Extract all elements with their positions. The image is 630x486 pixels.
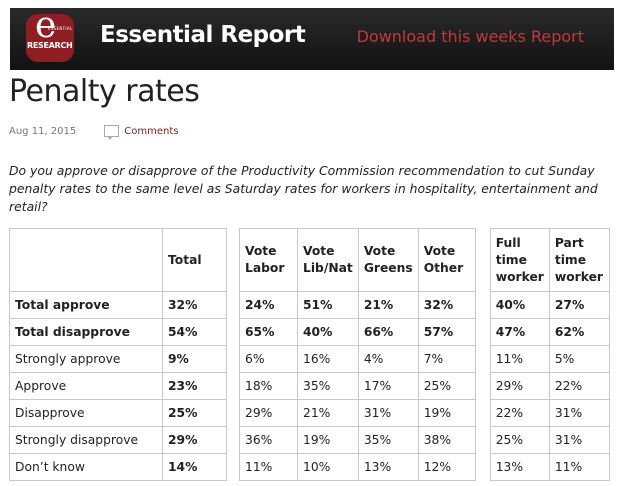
col-header-vote-other: Vote Other — [417, 228, 476, 292]
col-header-full-time-worker: Full time worker — [489, 228, 550, 292]
survey-question: Do you approve or disapprove of the Prod… — [9, 163, 598, 214]
value-cell: 65% — [239, 318, 298, 346]
value-total: 9% — [162, 345, 227, 373]
post-meta: Aug 11, 2015 Comments — [9, 125, 179, 140]
value-cell: 7% — [417, 345, 476, 373]
row-label: Strongly approve — [9, 345, 163, 373]
col-header-vote-labor: Vote Labor — [239, 228, 298, 292]
comments-link[interactable]: Comments — [124, 125, 179, 137]
value-cell: 11% — [548, 453, 610, 481]
value-cell: 13% — [489, 453, 550, 481]
table-row: Don’t know 14% 11% 10% 13% 12% 13% 11% — [9, 453, 610, 481]
download-report-link[interactable]: Download this weeks Report — [356, 27, 584, 46]
value-cell: 66% — [357, 318, 419, 346]
value-cell: 17% — [357, 372, 419, 400]
row-label: Strongly disapprove — [9, 426, 163, 454]
value-cell: 35% — [357, 426, 419, 454]
value-cell: 11% — [239, 453, 298, 481]
site-header: e ESSENTIAL RESEARCH Essential Report Do… — [10, 8, 614, 70]
value-cell: 16% — [297, 345, 359, 373]
value-cell: 21% — [297, 399, 359, 427]
row-label: Total disapprove — [9, 318, 163, 346]
value-cell: 31% — [548, 399, 610, 427]
table-header-row: Total Vote Labor Vote Lib/Nat Vote Green… — [9, 228, 610, 292]
value-cell: 29% — [489, 372, 550, 400]
value-cell: 35% — [297, 372, 359, 400]
value-cell: 40% — [297, 318, 359, 346]
value-cell: 4% — [357, 345, 419, 373]
col-header-vote-greens: Vote Greens — [357, 228, 419, 292]
value-cell: 10% — [297, 453, 359, 481]
header-blank-cell — [9, 228, 163, 292]
value-cell: 51% — [297, 291, 359, 319]
value-cell: 31% — [357, 399, 419, 427]
value-cell: 32% — [417, 291, 476, 319]
value-cell: 13% — [357, 453, 419, 481]
value-cell: 40% — [489, 291, 550, 319]
row-label: Total approve — [9, 291, 163, 319]
value-total: 29% — [162, 426, 227, 454]
col-header-total: Total — [162, 228, 227, 292]
row-label: Don’t know — [9, 453, 163, 481]
value-cell: 62% — [548, 318, 610, 346]
logo-letter: e — [35, 14, 57, 46]
table-row: Approve 23% 18% 35% 17% 25% 29% 22% — [9, 372, 610, 400]
value-cell: 11% — [489, 345, 550, 373]
table-row: Strongly disapprove 29% 36% 19% 35% 38% 25% 31% — [9, 426, 610, 454]
value-cell: 31% — [548, 426, 610, 454]
value-total: 25% — [162, 399, 227, 427]
value-total: 23% — [162, 372, 227, 400]
logo-text: RESEARCH — [27, 41, 73, 50]
value-cell: 57% — [417, 318, 476, 346]
value-cell: 19% — [417, 399, 476, 427]
essential-research-logo[interactable]: e ESSENTIAL RESEARCH — [26, 14, 74, 62]
value-total: 32% — [162, 291, 227, 319]
value-cell: 22% — [489, 399, 550, 427]
value-cell: 27% — [548, 291, 610, 319]
value-cell: 22% — [548, 372, 610, 400]
value-cell: 25% — [489, 426, 550, 454]
value-cell: 6% — [239, 345, 298, 373]
table-row: Strongly approve 9% 6% 16% 4% 7% 11% 5% — [9, 345, 610, 373]
value-cell: 21% — [357, 291, 419, 319]
site-title[interactable]: Essential Report — [100, 22, 306, 48]
value-cell: 29% — [239, 399, 298, 427]
row-label: Disapprove — [9, 399, 163, 427]
value-total: 14% — [162, 453, 227, 481]
table-row: Disapprove 25% 29% 21% 31% 19% 22% 31% — [9, 399, 610, 427]
row-label: Approve — [9, 372, 163, 400]
table-row: Total approve 32% 24% 51% 21% 32% 40% 27% — [9, 291, 610, 319]
results-table: Total Vote Labor Vote Lib/Nat Vote Green… — [9, 228, 610, 481]
page-title: Penalty rates — [9, 74, 200, 109]
logo-small-text: ESSENTIAL — [48, 26, 73, 31]
value-total: 54% — [162, 318, 227, 346]
col-header-vote-libnat: Vote Lib/Nat — [297, 228, 359, 292]
value-cell: 25% — [417, 372, 476, 400]
value-cell: 18% — [239, 372, 298, 400]
value-cell: 47% — [489, 318, 550, 346]
value-cell: 36% — [239, 426, 298, 454]
value-cell: 38% — [417, 426, 476, 454]
comment-icon[interactable] — [104, 125, 120, 140]
value-cell: 24% — [239, 291, 298, 319]
col-header-part-time-worker: Part time worker — [548, 228, 610, 292]
post-date: Aug 11, 2015 — [9, 125, 77, 137]
table-row: Total disapprove 54% 65% 40% 66% 57% 47% 62% — [9, 318, 610, 346]
value-cell: 19% — [297, 426, 359, 454]
value-cell: 12% — [417, 453, 476, 481]
value-cell: 5% — [548, 345, 610, 373]
